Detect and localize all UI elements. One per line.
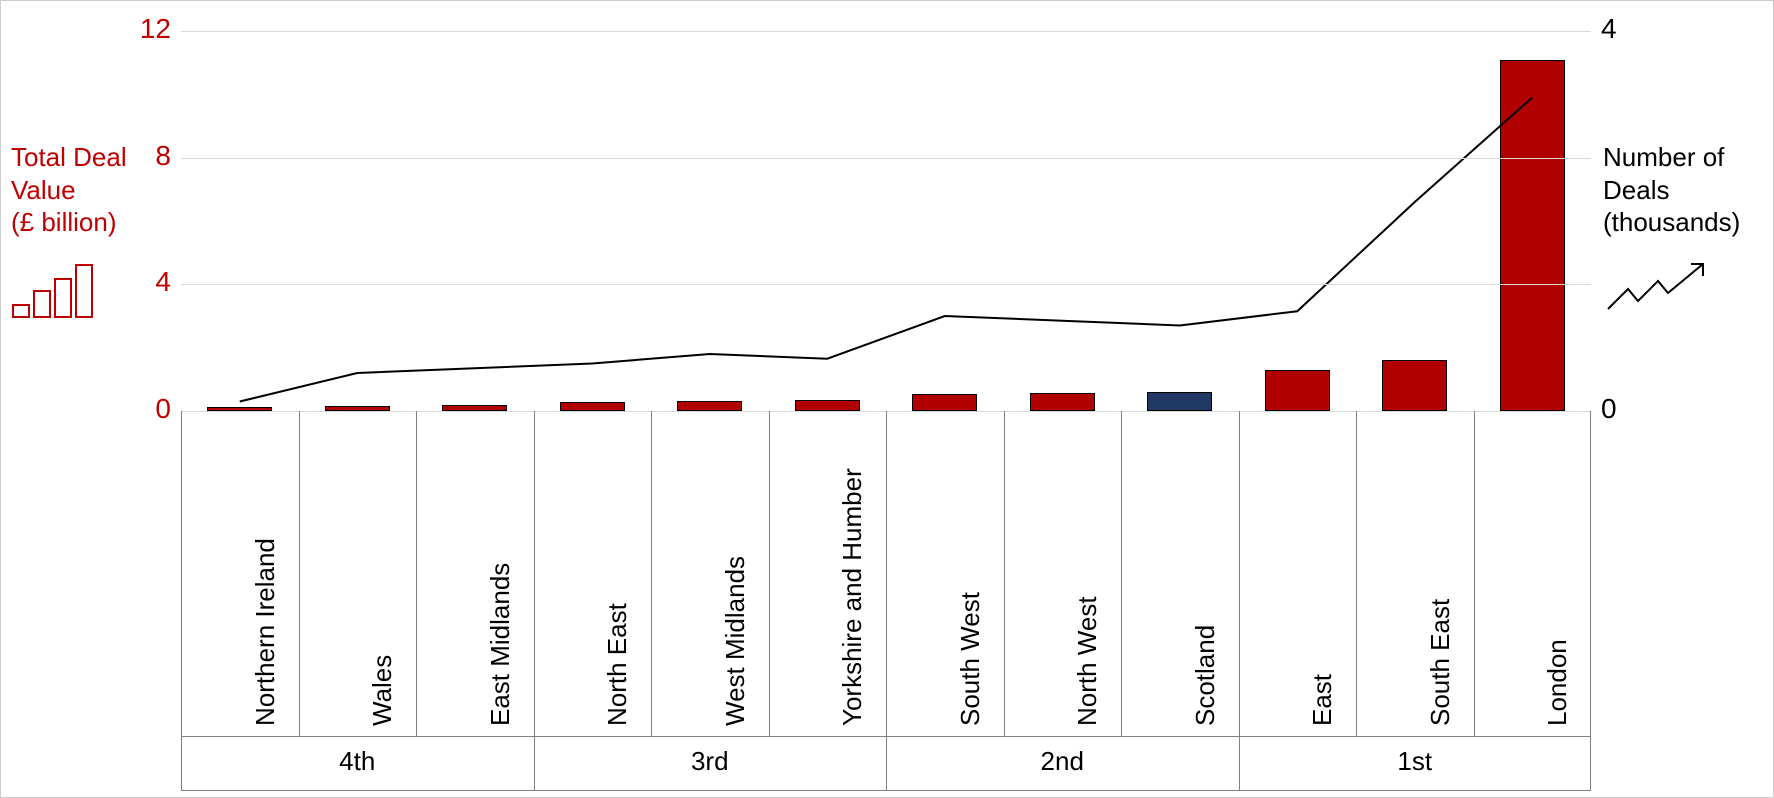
quartile-label: 3rd (534, 746, 887, 777)
quartile-label: 2nd (886, 746, 1239, 777)
region-label: North West (1072, 596, 1103, 726)
left-axis-label-line2: Value (11, 174, 151, 207)
right-axis-tick: 0 (1601, 393, 1641, 425)
left-axis-legend: Total Deal Value (£ billion) (11, 141, 151, 326)
category-axis: Northern Ireland Wales East Midlands 4th Nor… (181, 411, 1591, 791)
bar-legend-icon (11, 259, 151, 327)
gridline (181, 158, 1591, 159)
quartile-label: 4th (181, 746, 534, 777)
gridline (181, 284, 1591, 285)
right-axis-label-line3: (thousands) (1603, 206, 1763, 239)
right-axis-legend: Number of Deals (thousands) (1603, 141, 1763, 326)
region-label: South East (1425, 599, 1456, 726)
region-divider (416, 411, 417, 736)
line-legend-icon (1603, 259, 1763, 327)
right-axis-label-line1: Number of (1603, 141, 1763, 174)
gridline (181, 31, 1591, 32)
left-axis-tick: 12 (131, 13, 171, 45)
region-label: Scotland (1190, 625, 1221, 726)
region-label: East Midlands (485, 563, 516, 726)
region-divider (1356, 411, 1357, 736)
left-axis-label-line1: Total Deal (11, 141, 151, 174)
region-label: Northern Ireland (250, 538, 281, 726)
line-path (240, 98, 1533, 402)
region-label: Yorkshire and Humber (837, 468, 868, 726)
region-divider (1474, 411, 1475, 736)
line-series (181, 31, 1591, 411)
left-axis-tick: 8 (131, 140, 171, 172)
region-divider (651, 411, 652, 736)
region-divider (769, 411, 770, 736)
region-divider (299, 411, 300, 736)
region-divider (1004, 411, 1005, 736)
chart-container: Total Deal Value (£ billion) Number of D… (0, 0, 1774, 798)
quartile-label: 1st (1239, 746, 1592, 777)
group-divider (1239, 411, 1240, 791)
left-axis-label-line3: (£ billion) (11, 206, 151, 239)
region-label: Wales (367, 655, 398, 726)
region-label: West Midlands (720, 556, 751, 726)
group-divider (886, 411, 887, 791)
group-divider (534, 411, 535, 791)
region-label: London (1542, 639, 1573, 726)
region-divider (1121, 411, 1122, 736)
region-label: South West (955, 592, 986, 726)
right-axis-tick: 4 (1601, 13, 1641, 45)
left-axis-tick: 4 (131, 266, 171, 298)
plot-area (181, 31, 1591, 411)
region-label: North East (602, 603, 633, 726)
region-label: East (1307, 674, 1338, 726)
left-axis-tick: 0 (131, 393, 171, 425)
right-axis-label-line2: Deals (1603, 174, 1763, 207)
